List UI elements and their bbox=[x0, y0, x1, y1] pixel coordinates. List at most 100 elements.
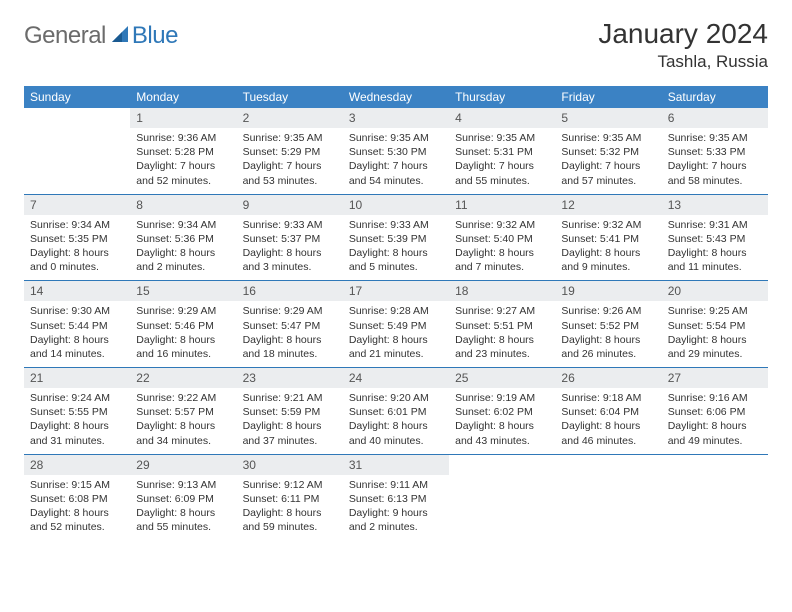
day-number-cell: 5 bbox=[555, 108, 661, 128]
day-content-cell: Sunrise: 9:32 AMSunset: 5:41 PMDaylight:… bbox=[555, 215, 661, 281]
day-content-cell: Sunrise: 9:13 AMSunset: 6:09 PMDaylight:… bbox=[130, 475, 236, 541]
sunset-text: Sunset: 6:11 PM bbox=[243, 492, 337, 506]
day-number-cell: 31 bbox=[343, 454, 449, 475]
day-number-row: 123456 bbox=[24, 108, 768, 128]
day-number-cell: 21 bbox=[24, 368, 130, 389]
sunrise-text: Sunrise: 9:22 AM bbox=[136, 391, 230, 405]
daylight-text: Daylight: 8 hours bbox=[136, 419, 230, 433]
sunset-text: Sunset: 5:40 PM bbox=[455, 232, 549, 246]
sunrise-text: Sunrise: 9:29 AM bbox=[136, 304, 230, 318]
day-content-cell: Sunrise: 9:27 AMSunset: 5:51 PMDaylight:… bbox=[449, 301, 555, 367]
sunrise-text: Sunrise: 9:33 AM bbox=[243, 218, 337, 232]
day-number-cell: 4 bbox=[449, 108, 555, 128]
day-content-cell: Sunrise: 9:34 AMSunset: 5:35 PMDaylight:… bbox=[24, 215, 130, 281]
sunset-text: Sunset: 5:54 PM bbox=[668, 319, 762, 333]
daylight-text: and 55 minutes. bbox=[455, 174, 549, 188]
sunset-text: Sunset: 5:30 PM bbox=[349, 145, 443, 159]
day-content-cell: Sunrise: 9:30 AMSunset: 5:44 PMDaylight:… bbox=[24, 301, 130, 367]
day-content-row: Sunrise: 9:24 AMSunset: 5:55 PMDaylight:… bbox=[24, 388, 768, 454]
day-content-cell: Sunrise: 9:36 AMSunset: 5:28 PMDaylight:… bbox=[130, 128, 236, 194]
day-number-cell: 15 bbox=[130, 281, 236, 302]
page-title: January 2024 bbox=[598, 18, 768, 50]
day-content-cell: Sunrise: 9:35 AMSunset: 5:32 PMDaylight:… bbox=[555, 128, 661, 194]
daylight-text: and 0 minutes. bbox=[30, 260, 124, 274]
brand-logo: General Blue bbox=[24, 22, 178, 50]
day-content-row: Sunrise: 9:15 AMSunset: 6:08 PMDaylight:… bbox=[24, 475, 768, 541]
daylight-text: Daylight: 8 hours bbox=[243, 419, 337, 433]
daylight-text: and 23 minutes. bbox=[455, 347, 549, 361]
day-number-cell: 6 bbox=[662, 108, 768, 128]
weekday-header: Wednesday bbox=[343, 86, 449, 108]
day-number-row: 78910111213 bbox=[24, 194, 768, 215]
sunrise-text: Sunrise: 9:35 AM bbox=[243, 131, 337, 145]
daylight-text: and 2 minutes. bbox=[349, 520, 443, 534]
day-number-cell: 3 bbox=[343, 108, 449, 128]
daylight-text: and 7 minutes. bbox=[455, 260, 549, 274]
sunrise-text: Sunrise: 9:34 AM bbox=[30, 218, 124, 232]
daylight-text: and 43 minutes. bbox=[455, 434, 549, 448]
day-content-cell: Sunrise: 9:25 AMSunset: 5:54 PMDaylight:… bbox=[662, 301, 768, 367]
sunrise-text: Sunrise: 9:11 AM bbox=[349, 478, 443, 492]
daylight-text: and 46 minutes. bbox=[561, 434, 655, 448]
weekday-header-row: Sunday Monday Tuesday Wednesday Thursday… bbox=[24, 86, 768, 108]
day-number-cell: 7 bbox=[24, 194, 130, 215]
day-number-cell: 19 bbox=[555, 281, 661, 302]
sunrise-text: Sunrise: 9:21 AM bbox=[243, 391, 337, 405]
sunset-text: Sunset: 5:35 PM bbox=[30, 232, 124, 246]
sunrise-text: Sunrise: 9:33 AM bbox=[349, 218, 443, 232]
day-content-cell: Sunrise: 9:12 AMSunset: 6:11 PMDaylight:… bbox=[237, 475, 343, 541]
day-content-cell: Sunrise: 9:35 AMSunset: 5:30 PMDaylight:… bbox=[343, 128, 449, 194]
sunset-text: Sunset: 6:01 PM bbox=[349, 405, 443, 419]
day-number-cell: 29 bbox=[130, 454, 236, 475]
day-content-cell bbox=[662, 475, 768, 541]
sunset-text: Sunset: 5:49 PM bbox=[349, 319, 443, 333]
weekday-header: Sunday bbox=[24, 86, 130, 108]
sunrise-text: Sunrise: 9:34 AM bbox=[136, 218, 230, 232]
sunset-text: Sunset: 5:32 PM bbox=[561, 145, 655, 159]
sunset-text: Sunset: 5:51 PM bbox=[455, 319, 549, 333]
day-content-cell: Sunrise: 9:24 AMSunset: 5:55 PMDaylight:… bbox=[24, 388, 130, 454]
weekday-header: Monday bbox=[130, 86, 236, 108]
day-number-cell bbox=[24, 108, 130, 128]
day-content-cell: Sunrise: 9:26 AMSunset: 5:52 PMDaylight:… bbox=[555, 301, 661, 367]
sunset-text: Sunset: 5:39 PM bbox=[349, 232, 443, 246]
daylight-text: and 57 minutes. bbox=[561, 174, 655, 188]
daylight-text: and 2 minutes. bbox=[136, 260, 230, 274]
daylight-text: Daylight: 7 hours bbox=[243, 159, 337, 173]
day-number-cell: 20 bbox=[662, 281, 768, 302]
daylight-text: Daylight: 8 hours bbox=[668, 419, 762, 433]
day-content-cell bbox=[555, 475, 661, 541]
day-number-cell: 11 bbox=[449, 194, 555, 215]
sunset-text: Sunset: 5:47 PM bbox=[243, 319, 337, 333]
daylight-text: Daylight: 8 hours bbox=[136, 333, 230, 347]
day-content-cell: Sunrise: 9:35 AMSunset: 5:33 PMDaylight:… bbox=[662, 128, 768, 194]
sunset-text: Sunset: 6:04 PM bbox=[561, 405, 655, 419]
day-number-cell bbox=[449, 454, 555, 475]
day-number-cell: 1 bbox=[130, 108, 236, 128]
sunrise-text: Sunrise: 9:35 AM bbox=[561, 131, 655, 145]
day-content-cell: Sunrise: 9:22 AMSunset: 5:57 PMDaylight:… bbox=[130, 388, 236, 454]
day-content-cell: Sunrise: 9:28 AMSunset: 5:49 PMDaylight:… bbox=[343, 301, 449, 367]
daylight-text: Daylight: 8 hours bbox=[136, 246, 230, 260]
sunset-text: Sunset: 6:09 PM bbox=[136, 492, 230, 506]
daylight-text: Daylight: 8 hours bbox=[30, 333, 124, 347]
sunrise-text: Sunrise: 9:24 AM bbox=[30, 391, 124, 405]
daylight-text: Daylight: 8 hours bbox=[455, 333, 549, 347]
day-number-cell: 10 bbox=[343, 194, 449, 215]
day-number-row: 14151617181920 bbox=[24, 281, 768, 302]
sunset-text: Sunset: 5:43 PM bbox=[668, 232, 762, 246]
daylight-text: Daylight: 7 hours bbox=[136, 159, 230, 173]
weekday-header: Saturday bbox=[662, 86, 768, 108]
daylight-text: Daylight: 7 hours bbox=[349, 159, 443, 173]
sunset-text: Sunset: 5:44 PM bbox=[30, 319, 124, 333]
sunset-text: Sunset: 5:57 PM bbox=[136, 405, 230, 419]
daylight-text: Daylight: 8 hours bbox=[455, 419, 549, 433]
weekday-header: Thursday bbox=[449, 86, 555, 108]
page-subtitle: Tashla, Russia bbox=[598, 52, 768, 72]
day-number-cell: 23 bbox=[237, 368, 343, 389]
sunset-text: Sunset: 5:29 PM bbox=[243, 145, 337, 159]
day-number-cell: 8 bbox=[130, 194, 236, 215]
logo-text-general: General bbox=[24, 22, 106, 50]
sunset-text: Sunset: 6:13 PM bbox=[349, 492, 443, 506]
daylight-text: and 34 minutes. bbox=[136, 434, 230, 448]
